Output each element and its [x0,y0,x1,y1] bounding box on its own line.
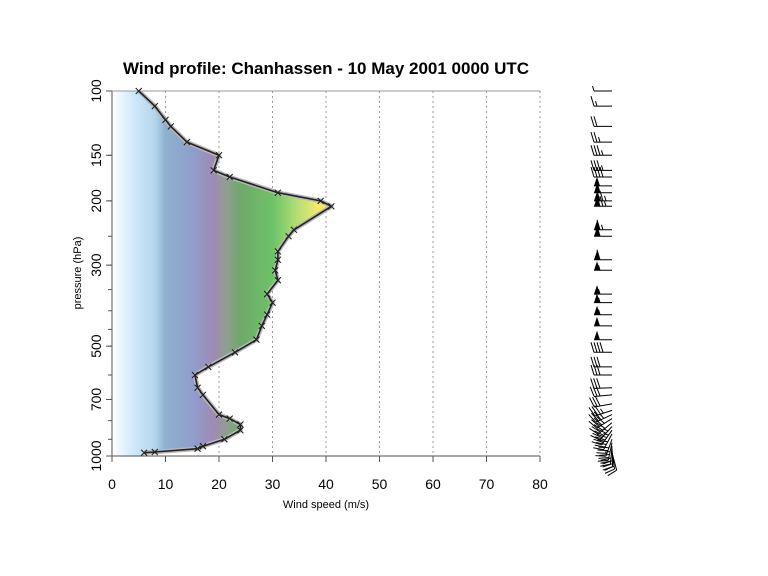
wind-barb [588,405,613,417]
y-tick-label: 700 [88,388,104,412]
speed-profile-fill [112,91,332,456]
wind-barb [590,364,612,376]
wind-speed-series [135,87,335,457]
wind-barb [588,411,613,423]
x-axis-label: Wind speed (m/s) [283,499,369,511]
data-point [226,173,234,181]
wind-barb [590,378,613,389]
data-point [199,391,207,399]
wind-barb [594,219,612,231]
data-point [220,435,228,443]
wind-barb [590,166,612,178]
wind-barb [594,316,612,327]
data-point [274,189,282,197]
wind-barb [595,439,613,457]
data-point [162,116,169,124]
wind-barb [590,342,612,353]
wind-barb [589,386,613,397]
data-point [204,363,212,371]
data-point [140,449,148,457]
data-point [317,197,325,205]
data-point [263,311,271,319]
wind-barb [594,261,612,271]
wind-barb [594,293,612,304]
data-point [194,384,201,392]
wind-barb [593,433,613,451]
data-point [274,256,282,264]
y-tick-label: 150 [88,143,104,167]
data-point [167,122,175,130]
x-axis-ticks: 0 10 20 30 40 50 60 70 80 [108,456,548,492]
x-tick-label: 70 [479,476,495,492]
x-tick-label: 20 [211,476,227,492]
data-point [285,232,292,240]
wind-barb [594,226,612,237]
wind-barb [589,422,613,435]
data-point [191,371,199,379]
y-axis-label: pressure (hPa) [72,237,84,310]
x-tick-label: 10 [158,476,174,492]
x-tick-label: 40 [318,476,334,492]
y-tick-label: 500 [88,334,104,358]
data-point [269,299,276,307]
x-tick-label: 50 [372,476,388,492]
wind-barb [588,416,613,429]
wind-barb [589,396,613,408]
y-tick-label: 1000 [88,440,104,471]
x-tick-label: 0 [108,476,116,492]
wind-barb [594,196,612,207]
wind-barb [597,442,613,462]
data-point [194,445,201,453]
chart-title: Wind profile: Chanhassen - 10 May 2001 0… [123,59,529,78]
y-tick-label: 300 [88,253,104,277]
data-point [215,151,223,159]
y-axis-ticks: 100 150 200 300 500 700 1000 [88,79,112,472]
y-tick-label: 100 [88,79,104,103]
wind-barb [592,85,612,92]
data-point [215,411,223,418]
wind-barb [607,452,618,477]
data-point [274,276,282,284]
wind-barb [594,249,612,261]
data-point [226,415,234,423]
wind-barb [590,95,612,107]
wind-barb [591,429,613,446]
x-tick-label: 80 [532,476,548,492]
data-point [271,266,279,274]
data-point [151,102,159,110]
data-point [258,322,266,330]
data-point [237,421,244,428]
y-tick-label: 200 [88,189,104,213]
x-tick-label: 60 [425,476,441,492]
series-line-core [138,90,333,454]
data-point [183,138,191,146]
data-point [274,247,282,255]
data-point [327,202,335,210]
wind-barbs-column [588,85,618,477]
data-point [290,226,298,234]
wind-barb [590,116,612,127]
data-point [263,290,271,298]
wind-barb [590,145,612,156]
wind-barb [590,131,612,143]
wind-barb [590,426,613,441]
wind-barb [594,330,612,341]
data-point [253,336,260,344]
wind-barb [590,356,612,368]
data-point [237,426,244,434]
data-point [135,87,143,95]
wind-barb [594,176,612,187]
wind-barb [590,160,612,171]
speed-area [112,91,332,456]
data-point [210,166,218,174]
wind-barb [594,305,612,316]
x-tick-label: 30 [265,476,281,492]
data-point [231,348,239,356]
wind-barb [594,285,612,295]
data-point [199,442,207,450]
data-point [151,448,159,456]
